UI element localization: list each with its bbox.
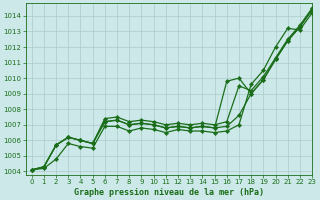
- X-axis label: Graphe pression niveau de la mer (hPa): Graphe pression niveau de la mer (hPa): [74, 188, 264, 197]
